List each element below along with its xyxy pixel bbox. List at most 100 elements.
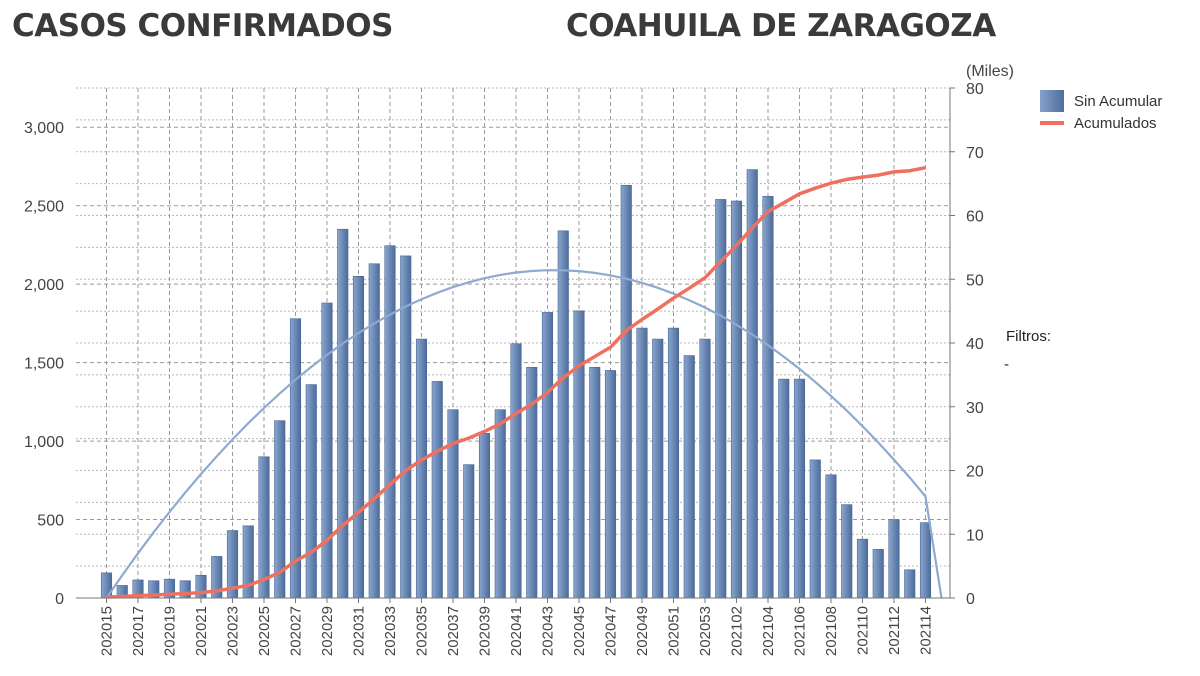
trend-line	[105, 269, 943, 599]
y-axis-right: 0 10 20 30 40 50 60 70 80(Miles)	[949, 63, 1014, 608]
x-tick-label: 202102	[729, 606, 746, 656]
bar	[919, 522, 932, 599]
bar	[541, 312, 554, 599]
x-tick-label: 202041	[508, 606, 525, 656]
filters-label: Filtros:	[1006, 328, 1051, 345]
y-right-tick-label: 30	[966, 400, 984, 417]
chart-title: CASOS CONFIRMADOS	[12, 8, 393, 44]
bar	[762, 195, 774, 599]
bar	[305, 384, 317, 599]
y-right-tick-label: 10	[966, 527, 984, 544]
bar	[683, 355, 695, 599]
y-left-tick-label: 2,000	[24, 277, 64, 294]
bar	[384, 245, 396, 599]
y-right-tick-label: 0	[966, 591, 975, 608]
x-tick-label: 202019	[162, 606, 179, 656]
bar	[699, 338, 711, 599]
x-tick-label: 202106	[792, 606, 809, 656]
bar	[368, 263, 380, 599]
y-left-tick-label: 2,500	[24, 199, 64, 216]
x-tick-label: 202033	[382, 606, 399, 656]
bar	[494, 409, 506, 599]
bar	[431, 381, 443, 599]
x-tick-label: 202104	[760, 606, 777, 656]
bar	[510, 343, 522, 599]
y-left-tick-label: 1,000	[24, 434, 64, 451]
legend-swatch-line	[1040, 121, 1064, 125]
bar	[447, 409, 459, 599]
x-tick-label: 202108	[823, 606, 840, 656]
x-tick-label: 202043	[540, 606, 557, 656]
x-tick-label: 202045	[571, 606, 588, 656]
y-axis-left: 0 500 1,000 1,500 2,000 2,500 3,000	[24, 120, 64, 608]
bar	[809, 459, 821, 599]
legend: Sin Acumular Acumulados	[1040, 90, 1162, 134]
y-right-tick-label: 40	[966, 336, 984, 353]
region-title: COAHUILA DE ZARAGOZA	[566, 8, 996, 44]
y-right-tick-label: 60	[966, 209, 984, 226]
bar	[573, 310, 585, 599]
x-tick-label: 202049	[634, 606, 651, 656]
y-right-tick-label: 50	[966, 272, 984, 289]
legend-swatch-bars	[1040, 90, 1064, 112]
x-tick-label: 202112	[886, 606, 903, 655]
bar	[557, 230, 569, 599]
y-left-tick-label: 500	[37, 513, 64, 530]
bar	[415, 338, 428, 599]
legend-label-line: Acumulados	[1074, 114, 1157, 132]
x-tick-label: 202110	[855, 606, 872, 655]
bar	[478, 432, 491, 599]
bar	[289, 318, 302, 599]
x-tick-label: 202023	[225, 606, 242, 656]
bar	[195, 574, 207, 599]
bar	[604, 370, 617, 599]
bar	[352, 276, 365, 599]
x-axis: 202015 202017 202019 202021 202023 202025 2020…	[76, 597, 950, 656]
bar	[620, 184, 632, 599]
x-tick-label: 202015	[99, 606, 116, 656]
bar	[904, 569, 916, 599]
x-tick-label: 202039	[477, 606, 494, 656]
legend-item-bars[interactable]: Sin Acumular	[1040, 90, 1162, 112]
bar	[856, 538, 869, 599]
bar	[636, 327, 648, 599]
bar	[793, 378, 806, 599]
bar	[872, 549, 884, 599]
y-right-tick-label: 70	[966, 145, 984, 162]
bar	[888, 519, 900, 599]
legend-label-bars: Sin Acumular	[1074, 92, 1163, 110]
cumulative-line	[106, 165, 926, 599]
y-right-unit-label: (Miles)	[966, 63, 1014, 80]
x-tick-label: 202017	[130, 606, 147, 656]
x-tick-label: 202029	[319, 606, 336, 656]
bar	[463, 464, 475, 599]
y-left-tick-label: 1,500	[24, 356, 64, 373]
x-tick-label: 202035	[414, 606, 431, 656]
x-tick-label: 202031	[351, 606, 368, 656]
y-right-tick-label: 80	[966, 81, 984, 98]
bar	[321, 302, 333, 599]
y-left-tick-label: 3,000	[24, 120, 64, 137]
y-right-tick-label: 20	[966, 464, 984, 481]
bars	[100, 169, 932, 599]
legend-item-line[interactable]: Acumulados	[1040, 112, 1162, 134]
x-tick-label: 202114	[918, 606, 935, 655]
bar	[667, 327, 680, 599]
bar	[778, 378, 790, 599]
bar	[589, 367, 601, 599]
x-tick-label: 202053	[697, 606, 714, 656]
x-tick-label: 202051	[666, 606, 683, 656]
x-tick-label: 202037	[445, 606, 462, 656]
y-left-tick-label: 0	[55, 591, 64, 608]
bar	[825, 474, 837, 599]
x-tick-label: 202021	[193, 606, 210, 656]
bar	[337, 228, 349, 599]
bar	[730, 200, 743, 599]
x-tick-label: 202025	[256, 606, 273, 656]
filters-value: -	[1004, 356, 1009, 373]
bar	[841, 504, 853, 599]
bar	[652, 338, 664, 599]
x-tick-label: 202047	[603, 606, 620, 656]
x-tick-label: 202027	[288, 606, 305, 656]
